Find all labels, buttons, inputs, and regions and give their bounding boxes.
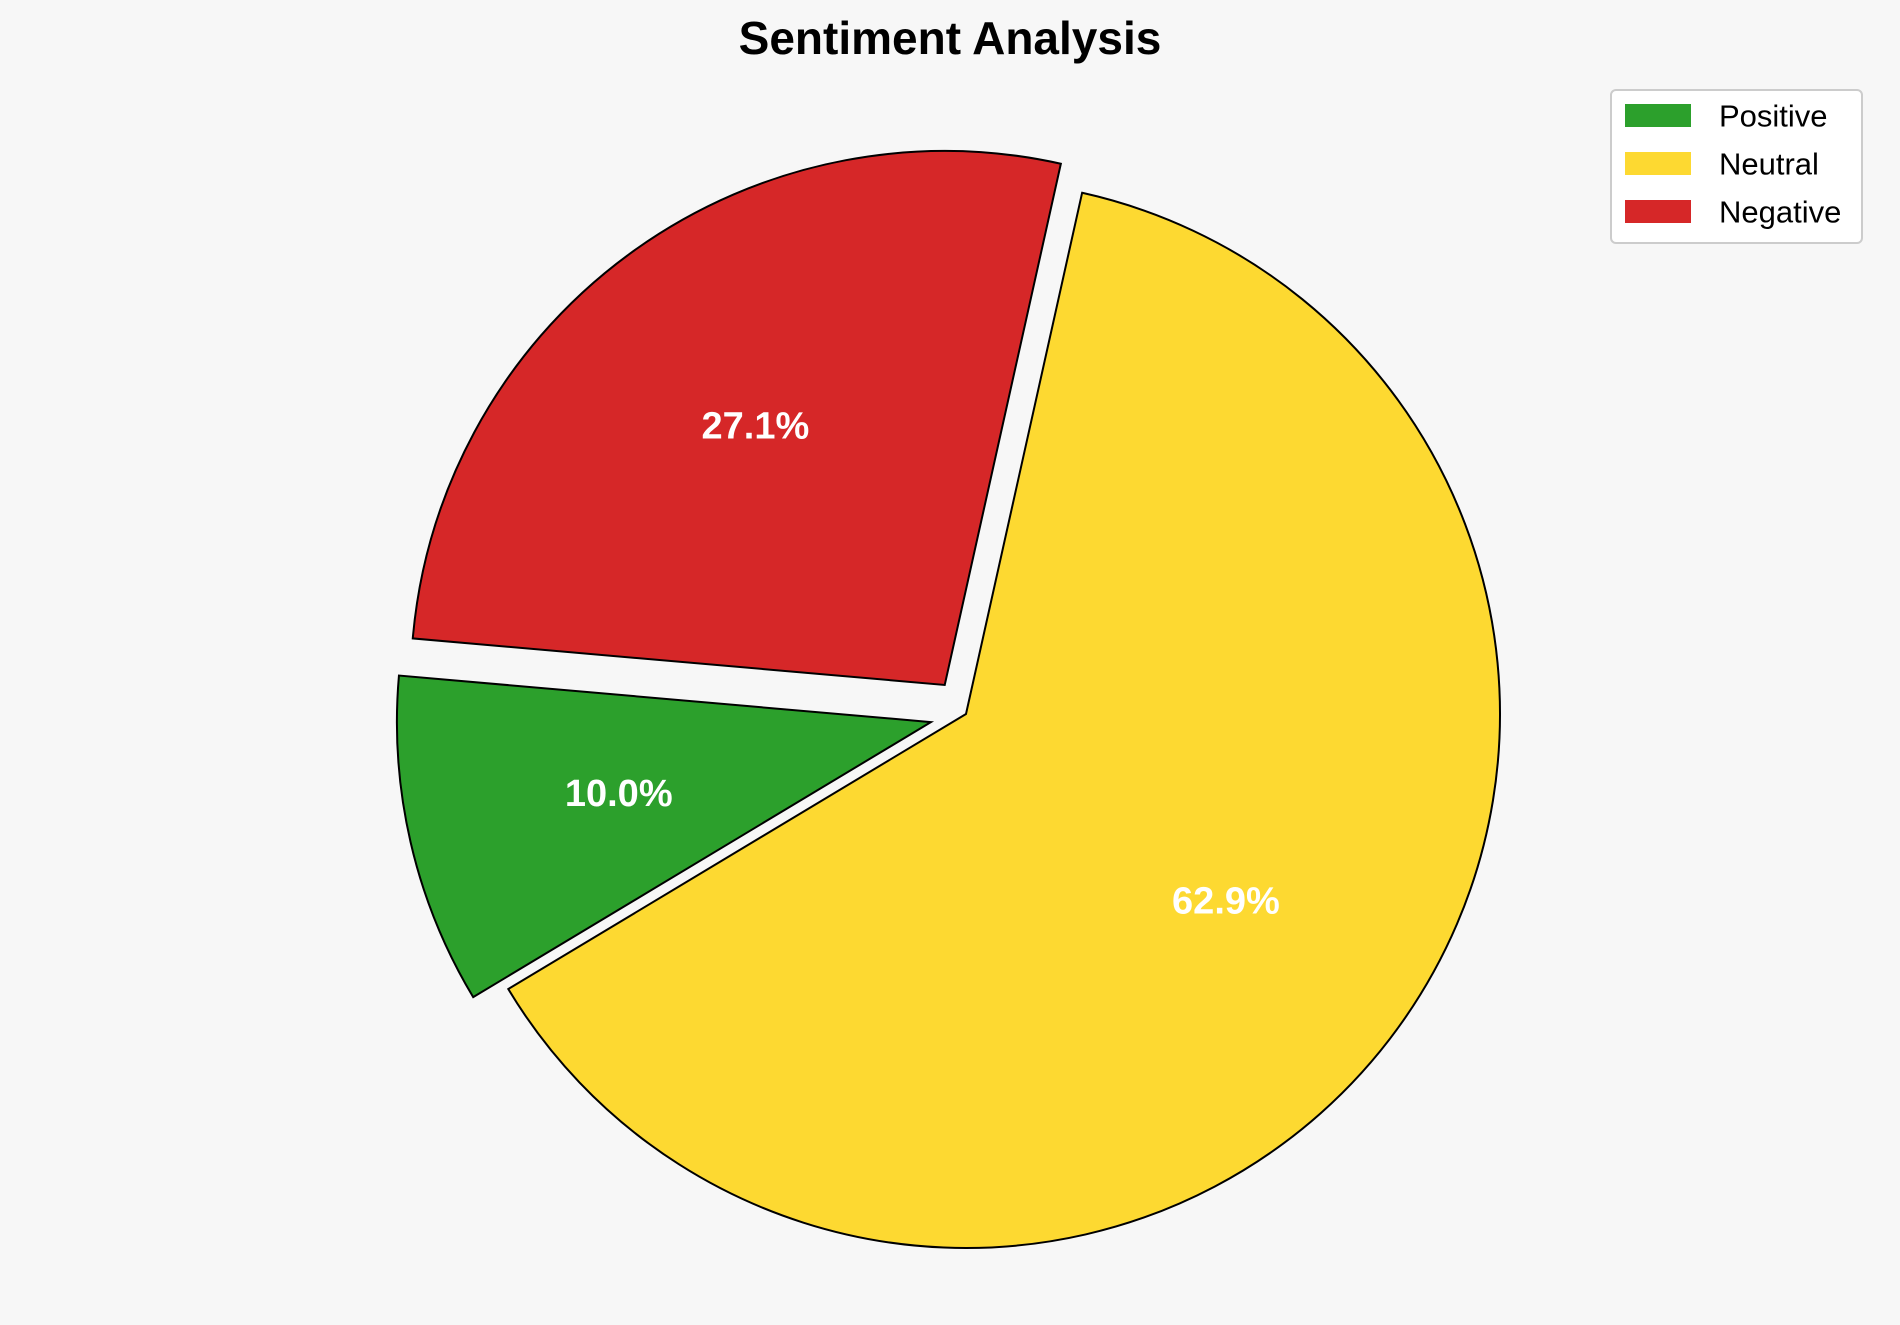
legend-label-positive: Positive	[1719, 99, 1828, 134]
legend-swatch-positive	[1625, 104, 1691, 127]
legend-swatch-neutral	[1625, 152, 1691, 175]
legend-items: Positive Neutral Negative	[1625, 99, 1841, 230]
pct-label-positive: 10.0%	[565, 773, 673, 815]
pct-label-neutral: 62.9%	[1172, 880, 1280, 922]
pie-slice-negative	[411, 149, 1063, 687]
legend-swatch-negative	[1625, 200, 1691, 223]
pie-slice-positive	[396, 674, 935, 999]
pie-slices	[396, 149, 1501, 1249]
pie-percent-labels: 10.0% 62.9% 27.1%	[565, 405, 1280, 922]
pct-label-negative: 27.1%	[702, 405, 810, 447]
chart-title: Sentiment Analysis	[739, 12, 1162, 64]
pie-slice-neutral	[506, 191, 1501, 1249]
legend: Positive Neutral Negative	[1610, 89, 1863, 244]
legend-label-negative: Negative	[1719, 195, 1841, 230]
legend-label-neutral: Neutral	[1719, 147, 1819, 182]
